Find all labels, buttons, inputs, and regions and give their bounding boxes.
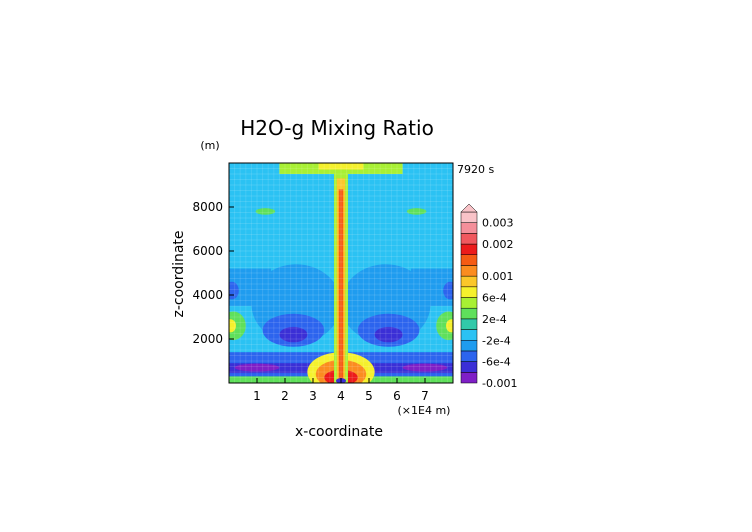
colorbar-swatch	[460, 254, 478, 266]
right-dry-core	[374, 326, 403, 343]
left-upper-streak	[255, 208, 276, 215]
colorbar-swatch	[460, 222, 478, 234]
top-moist-core	[318, 163, 364, 170]
y-tick-label: 8000	[192, 200, 223, 214]
plot-area	[228, 162, 454, 384]
right-edge-dry	[443, 281, 453, 300]
colorbar-swatch	[460, 340, 478, 352]
left-dry-core	[279, 326, 308, 343]
right-edge-moist-core	[446, 319, 453, 333]
colorbar-swatch	[460, 329, 478, 341]
colorbar-label: 2e-4	[482, 313, 507, 326]
grid-layer	[229, 163, 453, 383]
colorbar-label: 0.001	[482, 270, 514, 283]
colorbar-swatch	[460, 233, 478, 245]
colorbar-label: 6e-4	[482, 292, 507, 305]
left-edge-moist	[229, 311, 246, 341]
colorbar-label: 0.002	[482, 238, 514, 251]
y-unit-label: (m)	[200, 139, 219, 152]
left-edge-moist-core	[229, 319, 236, 333]
colorbar-swatch	[460, 265, 478, 277]
right-surface-driest	[402, 363, 448, 372]
colorbar: 0.003 0.002 0.001 6e-4 2e-4 -2e-4 -6e-4 -0.001	[460, 203, 517, 390]
y-tick-label: 4000	[192, 288, 223, 302]
column-core	[338, 189, 344, 383]
colorbar-label: -0.001	[482, 377, 517, 390]
colorbar-swatch	[460, 350, 478, 362]
x-tick-label: 5	[365, 389, 373, 403]
colorbar-swatch	[460, 243, 478, 255]
x-axis-label: x-coordinate	[295, 424, 383, 440]
y-axis: 2000 4000 6000 8000	[192, 200, 234, 346]
colorbar-swatch	[460, 307, 478, 320]
colorbar-swatch	[460, 297, 478, 309]
colorbar-swatch	[460, 372, 478, 384]
y-axis-label: z-coordinate	[171, 230, 187, 317]
time-label: 7920 s	[457, 163, 494, 176]
colorbar-swatch	[460, 318, 478, 330]
colorbar-swatch	[460, 211, 478, 223]
x-tick-label: 4	[337, 389, 345, 403]
left-surface-driest	[234, 363, 280, 372]
colorbar-swatch	[460, 286, 478, 298]
colorbar-swatch	[460, 275, 478, 288]
colorbar-label: -6e-4	[482, 356, 511, 369]
field-layer	[229, 163, 453, 383]
colorbar-overflow-arrow	[460, 203, 478, 213]
y-tick-label: 2000	[192, 332, 223, 346]
x-axis: 1 2 3 4 5 6 7	[253, 378, 429, 403]
x-tick-label: 6	[393, 389, 401, 403]
colorbar-swatch	[460, 361, 478, 373]
x-tick-label: 3	[309, 389, 317, 403]
x-unit-label: (×1E4 m)	[398, 404, 451, 417]
x-tick-label: 7	[421, 389, 429, 403]
right-upper-streak	[406, 208, 427, 215]
colorbar-label: 0.003	[482, 217, 514, 230]
right-edge-moist	[436, 311, 453, 341]
chart-title: H2O-g Mixing Ratio	[240, 116, 434, 140]
x-tick-label: 1	[253, 389, 261, 403]
colorbar-label: -2e-4	[482, 334, 511, 347]
y-tick-label: 6000	[192, 244, 223, 258]
x-tick-label: 2	[281, 389, 289, 403]
